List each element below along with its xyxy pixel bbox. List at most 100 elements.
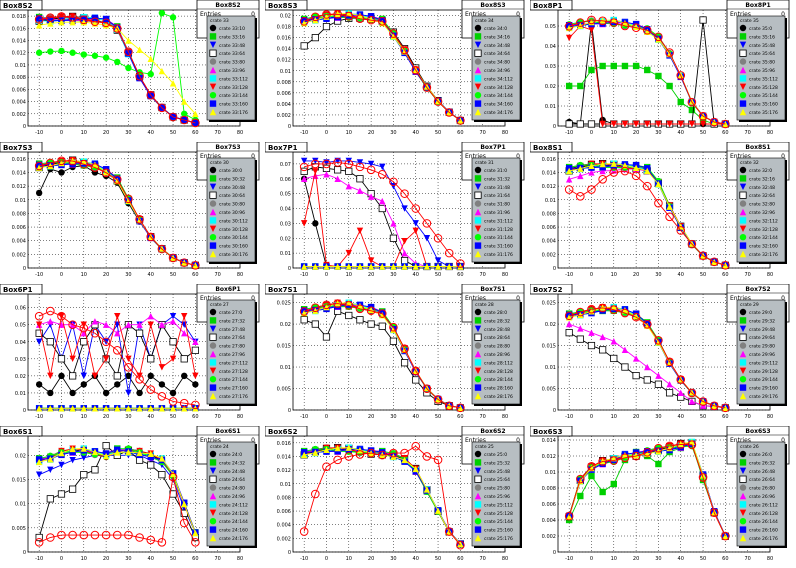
data-point <box>642 447 652 457</box>
legend-entry: crate 31:176 <box>484 252 513 258</box>
legend-title: crate 30 <box>210 160 229 166</box>
data-point <box>124 47 133 57</box>
data-point <box>698 473 708 482</box>
y-tick-label: 0.01 <box>280 482 291 488</box>
data-point <box>355 450 365 459</box>
data-point <box>699 16 707 24</box>
series-line <box>569 165 726 266</box>
stats-value: 0 <box>251 153 255 160</box>
data-point <box>47 405 54 412</box>
y-tick-label: 0.01 <box>15 63 26 69</box>
series-7 <box>300 168 464 270</box>
data-point <box>565 176 573 183</box>
legend-entry: crate 32:112 <box>749 218 778 224</box>
legend-entry: crate 30:128 <box>219 227 248 233</box>
chart-title: Box8S3 <box>268 2 298 10</box>
x-tick-label: 10 <box>81 272 87 278</box>
histogram-pad: -10 0 10 20 30 40 50 60 70 80 0 0.005 0.01 0.015 0.02 B… <box>0 426 262 568</box>
legend-marker <box>209 33 217 40</box>
legend-entry: crate 28:80 <box>484 344 510 350</box>
legend-entry: crate 25:48 <box>484 469 510 475</box>
legend-entry: crate 35:96 <box>749 68 775 74</box>
legend-marker <box>474 191 482 199</box>
series-line <box>304 447 461 545</box>
data-point <box>687 97 697 107</box>
data-point <box>181 500 188 508</box>
data-point <box>631 23 641 33</box>
data-point <box>642 320 652 329</box>
data-point <box>323 171 330 178</box>
data-point <box>135 71 144 81</box>
data-point <box>179 398 189 408</box>
x-tick-label: 80 <box>502 556 508 562</box>
data-point <box>401 249 408 257</box>
legend-entry: crate 30:0 <box>219 168 242 174</box>
data-point <box>721 260 730 270</box>
data-point <box>621 162 629 169</box>
data-point <box>677 389 684 397</box>
x-tick-label: 10 <box>346 414 352 420</box>
x-tick-label: 30 <box>655 556 661 562</box>
data-point <box>158 471 166 479</box>
series-line <box>303 178 461 267</box>
stats-title: Box6P1 <box>215 286 240 293</box>
data-point <box>722 533 729 540</box>
data-point <box>422 452 432 461</box>
data-point <box>80 454 87 461</box>
y-tick-label: 0.002 <box>542 252 556 258</box>
legend-marker <box>209 183 217 190</box>
data-point <box>147 372 154 380</box>
stats-value: 0 <box>781 153 785 160</box>
series-10 <box>35 405 199 412</box>
legend-marker <box>474 83 482 90</box>
legend-marker <box>474 509 482 516</box>
legend-marker <box>474 58 482 65</box>
chart-title: Box8P1 <box>533 2 563 10</box>
data-point <box>322 10 331 19</box>
data-point <box>345 444 352 451</box>
data-point <box>158 455 166 462</box>
legend-entry: crate 26:144 <box>749 519 778 525</box>
data-point <box>312 157 319 165</box>
data-point <box>90 163 100 172</box>
data-point <box>300 316 308 324</box>
data-point <box>46 338 54 346</box>
data-point <box>181 98 188 105</box>
data-point <box>68 320 77 330</box>
data-point <box>654 380 663 388</box>
y-tick-label: 0.004 <box>277 523 291 529</box>
series-line <box>304 173 461 267</box>
title-box <box>0 426 43 437</box>
x-tick-label: 40 <box>413 130 419 136</box>
data-point <box>102 452 110 460</box>
data-point <box>598 16 607 26</box>
data-point <box>34 15 44 24</box>
legend-marker <box>209 100 217 107</box>
data-point <box>644 66 651 74</box>
data-point <box>192 110 199 117</box>
data-point <box>434 507 442 514</box>
y-tick-label: 0.02 <box>545 322 556 328</box>
data-point <box>576 307 585 317</box>
data-point <box>79 15 89 25</box>
legend-entry: crate 27:176 <box>219 394 248 400</box>
series-1 <box>300 446 464 547</box>
series-line <box>39 21 196 115</box>
data-point <box>423 486 431 493</box>
data-point <box>136 449 143 457</box>
x-tick-label: 70 <box>479 130 485 136</box>
data-point <box>69 355 76 363</box>
stats-value: 0 <box>516 295 520 302</box>
data-point <box>135 533 144 542</box>
data-point <box>169 405 177 412</box>
x-tick-label: 0 <box>60 414 63 420</box>
stats-title: Box7P1 <box>480 144 505 151</box>
data-point <box>69 389 76 397</box>
data-point <box>654 443 663 453</box>
x-tick-label: -10 <box>300 272 308 278</box>
series-11 <box>564 303 730 413</box>
x-tick-label: 60 <box>457 272 463 278</box>
x-tick-label: -10 <box>565 556 573 562</box>
series-9 <box>300 446 464 547</box>
data-point <box>632 355 640 362</box>
